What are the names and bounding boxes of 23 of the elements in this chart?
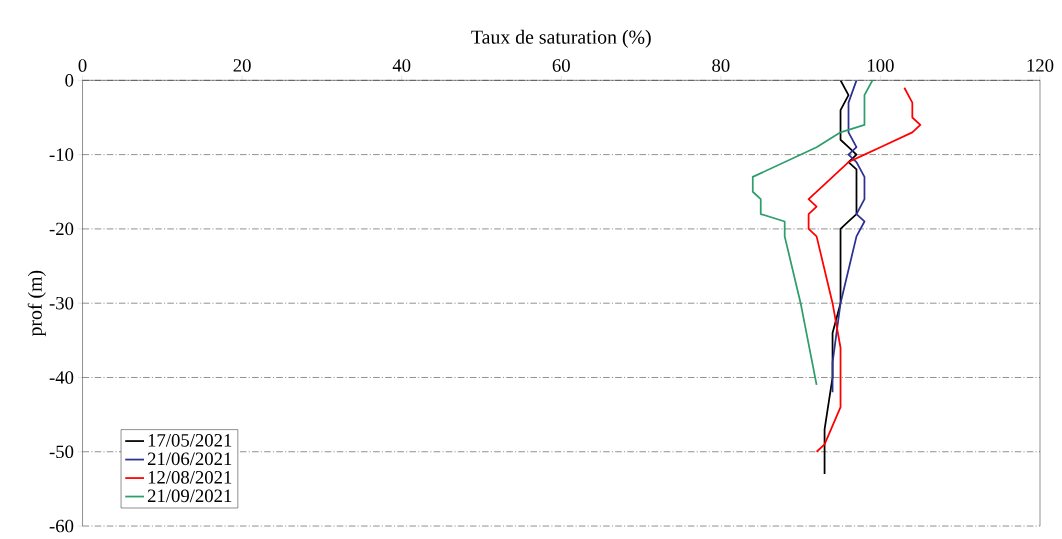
legend-label: 12/08/2021 (148, 470, 232, 484)
y-tick-label: -30 (49, 296, 74, 310)
x-tick-label: 60 (552, 59, 570, 72)
y-tick-label: -50 (49, 445, 74, 458)
x-tick-label: 0 (78, 59, 87, 72)
y-tick-label: -20 (49, 222, 74, 236)
x-tick-label: 40 (392, 59, 411, 72)
y-axis-title: prof (m) (27, 270, 46, 337)
y-tick-label: -10 (49, 148, 74, 161)
legend-label: 21/06/2021 (147, 452, 232, 466)
x-tick-label: 100 (868, 59, 894, 72)
legend-label: 17/05/2021 (148, 433, 232, 447)
line-series (751, 80, 874, 386)
y-tick-label: 0 (65, 73, 74, 87)
y-tick-label: -40 (49, 371, 74, 384)
x-axis-title: Taux de saturation (%) (471, 29, 651, 48)
x-tick-label: 120 (1027, 59, 1054, 72)
x-tick-label: 20 (233, 59, 251, 72)
x-tick-label: 80 (712, 59, 730, 72)
line-series (807, 86, 922, 453)
line-series (831, 80, 866, 394)
legend-label: 21/09/2021 (147, 489, 232, 503)
y-tick-label: -60 (49, 519, 74, 533)
